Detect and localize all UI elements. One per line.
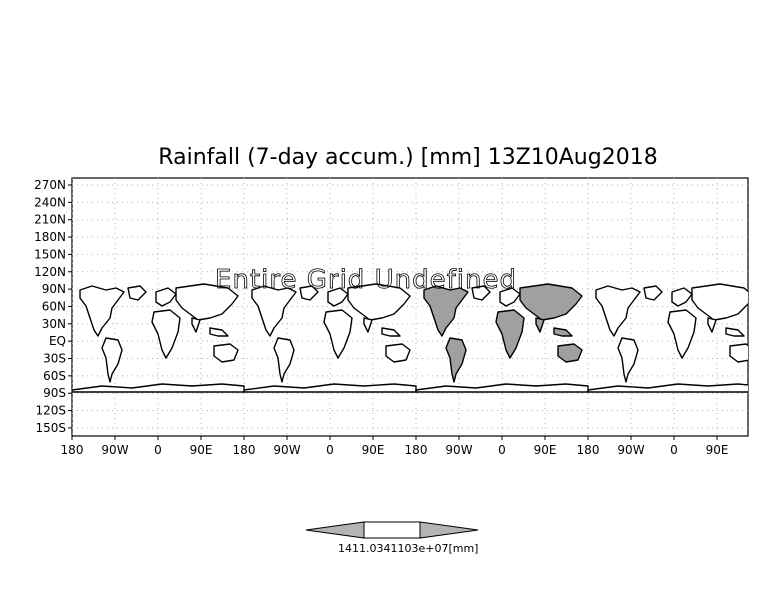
plot-area — [71, 177, 749, 437]
colorbar-label: 1411.0341103e+07[mm] — [338, 542, 478, 555]
lon-tick-label: 90E — [362, 443, 385, 457]
lat-tick-label: 30S — [43, 352, 66, 366]
lon-tick-label: 90W — [445, 443, 472, 457]
lat-tick-label: 120S — [35, 404, 66, 418]
lat-tick-label: 90N — [42, 282, 66, 296]
lon-tick-label: 90E — [706, 443, 729, 457]
lat-tick-label: 60N — [42, 299, 66, 313]
lon-tick-label: 0 — [154, 443, 162, 457]
lon-tick-label: 90W — [273, 443, 300, 457]
lon-tick-label: 180 — [405, 443, 428, 457]
latitude-labels: 270N 240N 210N 180N 150N 120N 90N 60N 30N EQ 30S 60… — [34, 178, 72, 435]
lat-tick-label: 30N — [42, 317, 66, 331]
lon-tick-label: 90E — [534, 443, 557, 457]
chart-title: Rainfall (7-day accum.) [mm] 13Z10Aug201… — [158, 145, 657, 170]
lat-tick-label: 120N — [34, 265, 66, 279]
lon-tick-label: 90E — [190, 443, 213, 457]
longitude-labels: 180 90W 0 90E 180 90W 0 90E 180 90W 0 90E 180 90W 0 90E — [61, 436, 729, 457]
lon-tick-label: 180 — [577, 443, 600, 457]
lon-tick-label: 0 — [670, 443, 678, 457]
lat-tick-label: 240N — [34, 195, 66, 209]
lat-tick-label: 210N — [34, 213, 66, 227]
colorbar-left-arrow — [305, 521, 365, 539]
colorbar-right-arrow — [419, 521, 479, 539]
lon-tick-label: 90W — [617, 443, 644, 457]
lat-tick-label: 60S — [43, 369, 66, 383]
lon-tick-label: 0 — [326, 443, 334, 457]
lat-tick-label: 270N — [34, 178, 66, 192]
lat-tick-label: 150S — [35, 421, 66, 435]
lat-tick-label: EQ — [49, 334, 66, 348]
lon-tick-label: 90W — [101, 443, 128, 457]
colorbar-middle-box — [363, 521, 421, 539]
undefined-grid-message: Entire Grid Undefined — [215, 265, 517, 295]
lat-tick-label: 150N — [34, 247, 66, 261]
gridlines — [72, 178, 748, 436]
lon-tick-label: 180 — [233, 443, 256, 457]
lat-tick-label: 90S — [43, 386, 66, 400]
lon-tick-label: 0 — [498, 443, 506, 457]
colorbar: 1411.0341103e+07[mm] — [305, 521, 479, 555]
lon-tick-label: 180 — [61, 443, 84, 457]
lat-tick-label: 180N — [34, 230, 66, 244]
